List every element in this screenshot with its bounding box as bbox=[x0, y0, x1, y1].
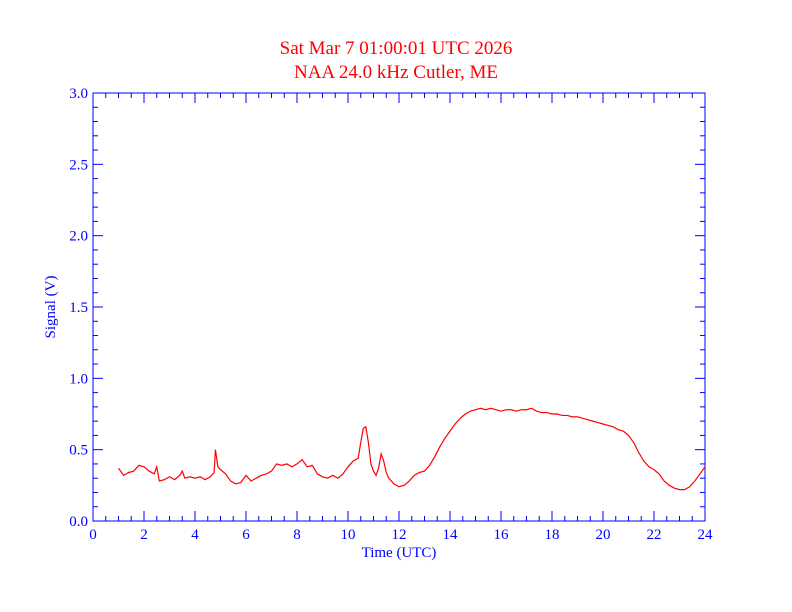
x-tick-label: 6 bbox=[242, 527, 250, 543]
plot-frame bbox=[92, 92, 706, 522]
x-tick-label: 22 bbox=[647, 527, 662, 543]
y-tick-label: 1.0 bbox=[69, 371, 88, 387]
y-tick-labels: 0.0 0.5 1.0 1.5 2.0 2.5 3.0 bbox=[69, 86, 88, 530]
x-tick-label: 14 bbox=[443, 527, 459, 543]
signal-series-line bbox=[118, 407, 706, 491]
y-tick-label: 0.5 bbox=[69, 443, 88, 459]
y-tick-label: 3.0 bbox=[69, 86, 88, 102]
y-tick-label: 2.0 bbox=[69, 229, 88, 245]
y-tick-label: 0.0 bbox=[69, 514, 88, 530]
x-tick-label: 20 bbox=[596, 527, 611, 543]
chart-subtitle: NAA 24.0 kHz Cutler, ME bbox=[294, 62, 498, 83]
x-axis-label: Time (UTC) bbox=[362, 545, 437, 561]
x-tick-labels: 0 2 4 6 8 10 12 14 16 18 20 22 24 bbox=[89, 527, 713, 543]
y-axis-label: Signal (V) bbox=[43, 276, 59, 339]
x-tick-label: 12 bbox=[392, 527, 407, 543]
x-tick-label: 16 bbox=[494, 527, 510, 543]
x-tick-label: 4 bbox=[191, 527, 199, 543]
x-tick-label: 10 bbox=[341, 527, 356, 543]
x-tick-label: 0 bbox=[89, 527, 97, 543]
x-tick-label: 8 bbox=[293, 527, 301, 543]
x-tick-label: 2 bbox=[140, 527, 148, 543]
chart-title: Sat Mar 7 01:00:01 UTC 2026 bbox=[280, 38, 513, 59]
y-tick-label: 2.5 bbox=[69, 157, 88, 173]
y-tick-label: 1.5 bbox=[69, 300, 88, 316]
x-tick-label: 18 bbox=[545, 527, 560, 543]
axis-ticks bbox=[92, 92, 706, 522]
x-tick-label: 24 bbox=[698, 527, 714, 543]
